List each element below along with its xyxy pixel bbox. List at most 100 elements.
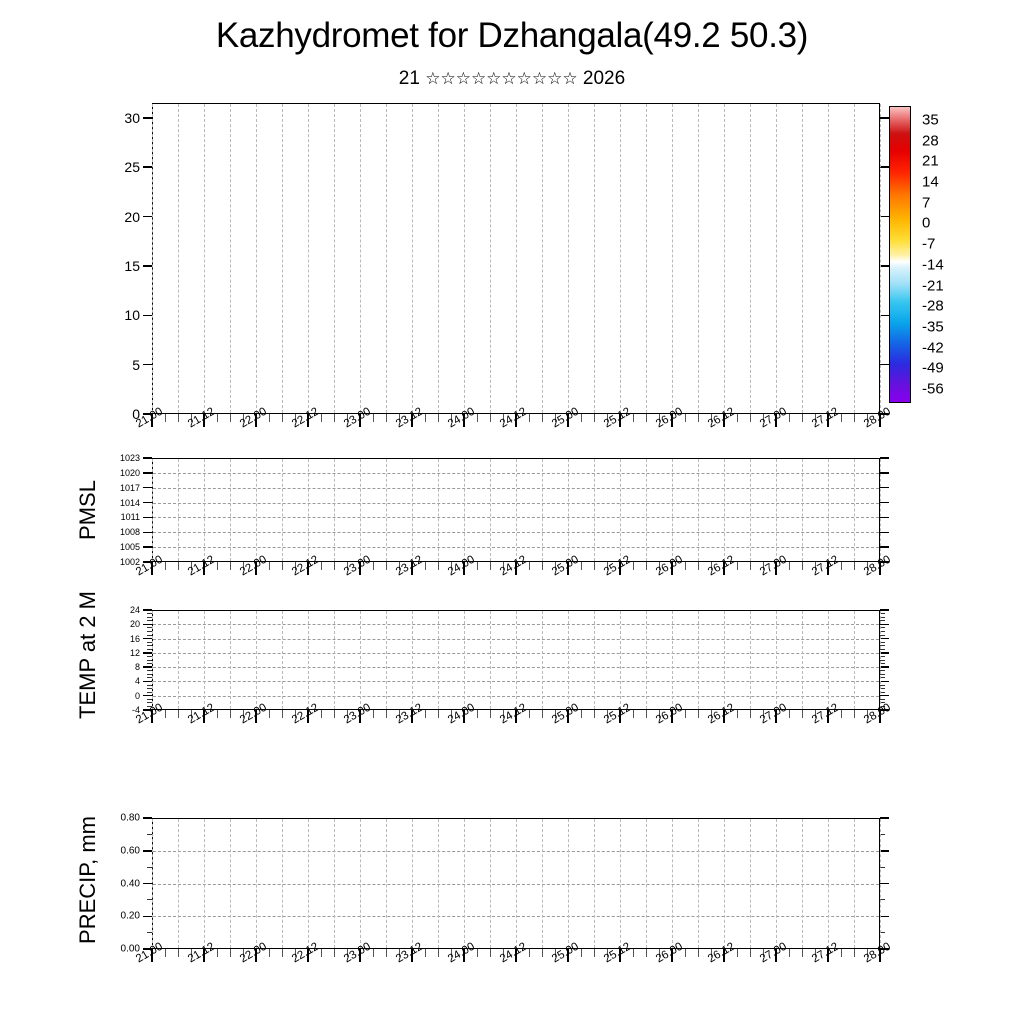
x-minor-tick: [840, 710, 842, 718]
x-minor-tick: [645, 710, 647, 718]
x-major-tick: [515, 710, 517, 723]
y-major-tick: [880, 265, 889, 267]
x-minor-tick: [437, 414, 439, 422]
y-major-tick: [880, 694, 889, 697]
y-minor-tick: [880, 630, 885, 632]
grid-line-vertical: [308, 819, 309, 948]
grid-line-vertical: [568, 104, 569, 413]
x-major-tick: [827, 710, 829, 723]
x-minor-tick: [333, 562, 335, 570]
y-minor-tick: [147, 634, 152, 636]
x-minor-tick: [645, 414, 647, 422]
x-major-tick: [359, 949, 361, 962]
grid-line-vertical: [802, 459, 803, 561]
x-minor-tick: [333, 949, 335, 957]
x-minor-tick: [580, 949, 582, 957]
x-minor-tick: [229, 414, 231, 422]
x-minor-tick: [710, 414, 712, 422]
x-minor-tick: [372, 562, 374, 570]
x-minor-tick: [788, 710, 790, 718]
x-minor-tick: [489, 562, 491, 570]
y-major-tick: [143, 915, 152, 917]
grid-line-vertical: [750, 459, 751, 561]
x-minor-tick: [437, 949, 439, 957]
x-minor-tick: [554, 414, 556, 422]
grid-line-vertical: [464, 819, 465, 948]
y-axis-label: 1023: [92, 453, 140, 463]
y-major-tick: [143, 472, 152, 474]
x-minor-tick: [645, 562, 647, 570]
grid-line-vertical: [464, 459, 465, 561]
grid-line-vertical: [230, 104, 231, 413]
x-minor-tick: [164, 949, 166, 957]
x-major-tick: [411, 710, 413, 723]
grid-line-vertical: [386, 611, 387, 709]
y-minor-tick: [147, 630, 152, 632]
y-minor-tick: [880, 698, 885, 700]
grid-line-vertical: [152, 611, 153, 709]
x-minor-tick: [190, 710, 192, 718]
x-minor-tick: [476, 562, 478, 570]
x-minor-tick: [801, 562, 803, 570]
y-minor-tick: [147, 673, 152, 675]
x-minor-tick: [840, 414, 842, 422]
x-minor-tick: [281, 414, 283, 422]
x-minor-tick: [372, 710, 374, 718]
colorbar-tick-label: -14: [922, 256, 944, 273]
x-major-tick: [203, 949, 205, 962]
y-minor-tick: [147, 932, 152, 934]
x-minor-tick: [320, 414, 322, 422]
x-major-tick: [411, 949, 413, 962]
y-minor-tick: [147, 705, 152, 707]
x-minor-tick: [528, 562, 530, 570]
grid-line-vertical: [204, 819, 205, 948]
y-major-tick: [880, 457, 889, 459]
y-major-tick: [143, 709, 152, 711]
y-axis-label: 16: [92, 634, 140, 644]
grid-line-vertical: [750, 611, 751, 709]
x-minor-tick: [268, 949, 270, 957]
y-major-tick: [143, 850, 152, 852]
y-major-tick: [143, 265, 152, 267]
y-axis-label: 0.20: [92, 911, 140, 922]
x-minor-tick: [866, 562, 868, 570]
y-axis-label: 1017: [92, 483, 140, 493]
x-minor-tick: [684, 414, 686, 422]
x-minor-tick: [164, 710, 166, 718]
y-minor-tick: [147, 702, 152, 704]
x-major-tick: [151, 562, 153, 575]
x-minor-tick: [684, 949, 686, 957]
colorbar-gradient: [890, 107, 910, 402]
x-major-tick: [671, 414, 673, 427]
x-major-tick: [775, 710, 777, 723]
grid-line-vertical: [308, 104, 309, 413]
y-minor-tick: [147, 691, 152, 693]
x-major-tick: [671, 949, 673, 962]
x-minor-tick: [372, 949, 374, 957]
page-subtitle: 21 ☆☆☆☆☆☆☆☆☆☆ 2026: [0, 68, 1024, 90]
x-minor-tick: [749, 562, 751, 570]
x-minor-tick: [502, 562, 504, 570]
grid-line-vertical: [412, 459, 413, 561]
x-minor-tick: [437, 562, 439, 570]
grid-line-vertical: [490, 611, 491, 709]
grid-line-vertical: [854, 459, 855, 561]
y-major-tick: [143, 314, 152, 317]
x-minor-tick: [788, 414, 790, 422]
grid-line-vertical: [646, 819, 647, 948]
x-minor-tick: [554, 949, 556, 957]
x-minor-tick: [177, 949, 179, 957]
y-major-tick: [143, 680, 152, 683]
x-minor-tick: [281, 949, 283, 957]
grid-line-vertical: [828, 459, 829, 561]
y-minor-tick: [880, 673, 885, 675]
y-major-tick: [880, 609, 889, 611]
grid-line-vertical: [594, 459, 595, 561]
x-minor-tick: [450, 562, 452, 570]
subtitle-month-glyphs: ☆☆☆☆☆☆☆☆☆☆: [425, 69, 577, 88]
grid-line-vertical: [464, 611, 465, 709]
y-major-tick: [880, 850, 889, 852]
y-minor-tick: [147, 670, 152, 672]
y-minor-tick: [880, 932, 885, 934]
y-minor-tick: [147, 620, 152, 622]
